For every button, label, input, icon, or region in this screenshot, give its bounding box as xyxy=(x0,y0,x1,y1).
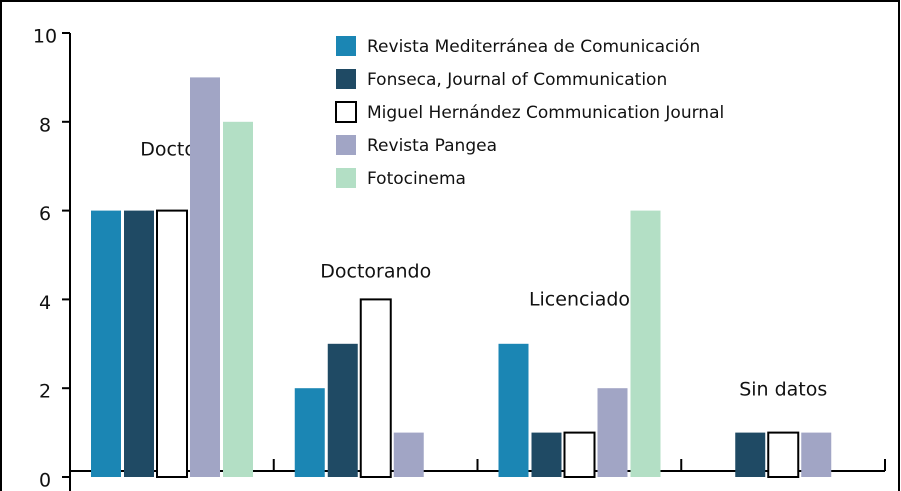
bar xyxy=(531,432,562,477)
legend-label: Revista Pangea xyxy=(367,136,497,156)
bar xyxy=(359,298,392,478)
y-tick-label: 10 xyxy=(33,26,57,48)
bar xyxy=(630,210,661,477)
y-tick-label: 8 xyxy=(39,114,51,136)
bar xyxy=(801,432,832,477)
bar xyxy=(563,431,596,479)
bar xyxy=(735,432,766,477)
bar xyxy=(124,210,154,477)
bar xyxy=(393,432,424,477)
y-tick-label: 0 xyxy=(39,470,51,491)
legend-label: Fotocinema xyxy=(367,169,466,189)
bar xyxy=(190,77,220,478)
legend-swatch xyxy=(336,69,356,89)
legend-swatch xyxy=(336,36,356,56)
bar xyxy=(294,388,325,477)
bar xyxy=(767,431,800,479)
legend-label: Miguel Hernández Communication Journal xyxy=(367,103,724,123)
category-label: Doctor xyxy=(140,139,204,161)
bar xyxy=(91,210,121,477)
legend-swatch xyxy=(336,168,356,188)
category-label: Doctorando xyxy=(320,261,431,283)
bar xyxy=(327,343,358,477)
bar xyxy=(498,343,529,477)
bar xyxy=(597,388,628,477)
bar xyxy=(156,209,188,478)
legend-label: Revista Mediterránea de Comunicación xyxy=(367,37,700,57)
y-tick-label: 2 xyxy=(39,381,51,403)
legend-swatch xyxy=(335,101,357,123)
category-label: Sin datos xyxy=(739,379,827,401)
y-tick-label: 6 xyxy=(39,203,51,225)
legend-label: Fonseca, Journal of Communication xyxy=(367,70,667,90)
category-label: Licenciado xyxy=(529,289,630,311)
legend-swatch xyxy=(336,135,356,155)
bar xyxy=(223,121,253,478)
y-tick-label: 4 xyxy=(39,292,51,314)
